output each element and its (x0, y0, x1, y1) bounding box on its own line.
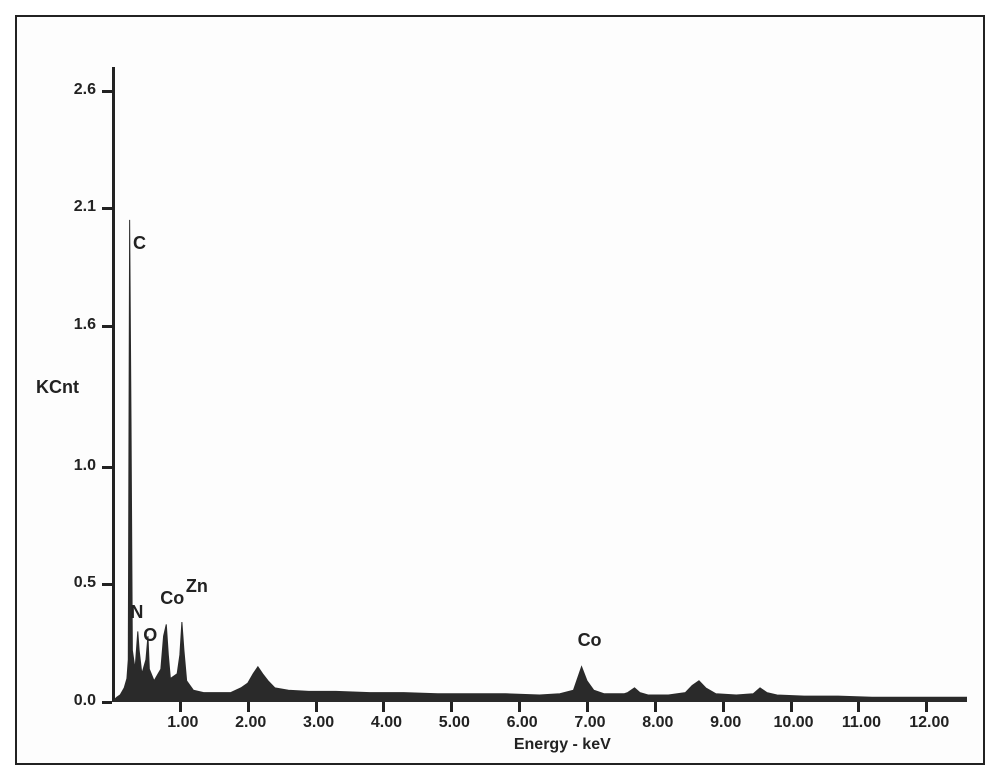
y-tick (102, 207, 112, 210)
y-tick (102, 701, 112, 704)
x-tick (450, 702, 453, 712)
y-tick (102, 90, 112, 93)
x-tick (790, 702, 793, 712)
peak-label: Zn (186, 576, 208, 597)
x-tick-label: 1.00 (158, 714, 208, 732)
y-tick-label: 2.6 (36, 81, 96, 99)
x-tick (654, 702, 657, 712)
spectrum-series (112, 67, 967, 702)
plot-area: 0.00.51.01.62.12.6KCnt1.002.003.004.005.… (112, 67, 967, 702)
x-tick (586, 702, 589, 712)
y-tick-label: 0.5 (36, 574, 96, 592)
x-tick (857, 702, 860, 712)
x-tick-label: 2.00 (226, 714, 276, 732)
x-tick (722, 702, 725, 712)
x-tick-label: 8.00 (633, 714, 683, 732)
y-tick-label: 2.1 (36, 198, 96, 216)
peak-label: C (133, 233, 146, 254)
y-tick-label: 0.0 (36, 692, 96, 710)
y-tick (102, 466, 112, 469)
chart-frame: 0.0 0.5 1.0 1.6 2.1 2.6 KCnt 1.00 2.00 3.00 4.00 5.… (15, 15, 985, 765)
peak-label: Co (578, 630, 602, 651)
x-tick-label: 5.00 (429, 714, 479, 732)
x-axis-label: Energy - keV (514, 736, 611, 754)
x-tick-label: 9.00 (701, 714, 751, 732)
peak-label: O (143, 625, 157, 646)
x-tick-label: 3.00 (294, 714, 344, 732)
x-tick (518, 702, 521, 712)
x-tick (382, 702, 385, 712)
y-tick (102, 583, 112, 586)
x-tick-label: 11.00 (836, 714, 886, 732)
y-tick-label: 1.6 (36, 316, 96, 334)
x-tick (925, 702, 928, 712)
x-tick-label: 4.00 (361, 714, 411, 732)
x-tick-label: 7.00 (565, 714, 615, 732)
x-tick (247, 702, 250, 712)
x-tick-label: 10.00 (769, 714, 819, 732)
peak-label: Co (160, 588, 184, 609)
x-tick-label: 12.00 (904, 714, 954, 732)
x-tick (179, 702, 182, 712)
x-tick (315, 702, 318, 712)
y-tick (102, 325, 112, 328)
y-tick-label: 1.0 (36, 457, 96, 475)
peak-label: N (130, 602, 143, 623)
x-tick-label: 6.00 (497, 714, 547, 732)
y-axis-label: KCnt (36, 377, 79, 398)
